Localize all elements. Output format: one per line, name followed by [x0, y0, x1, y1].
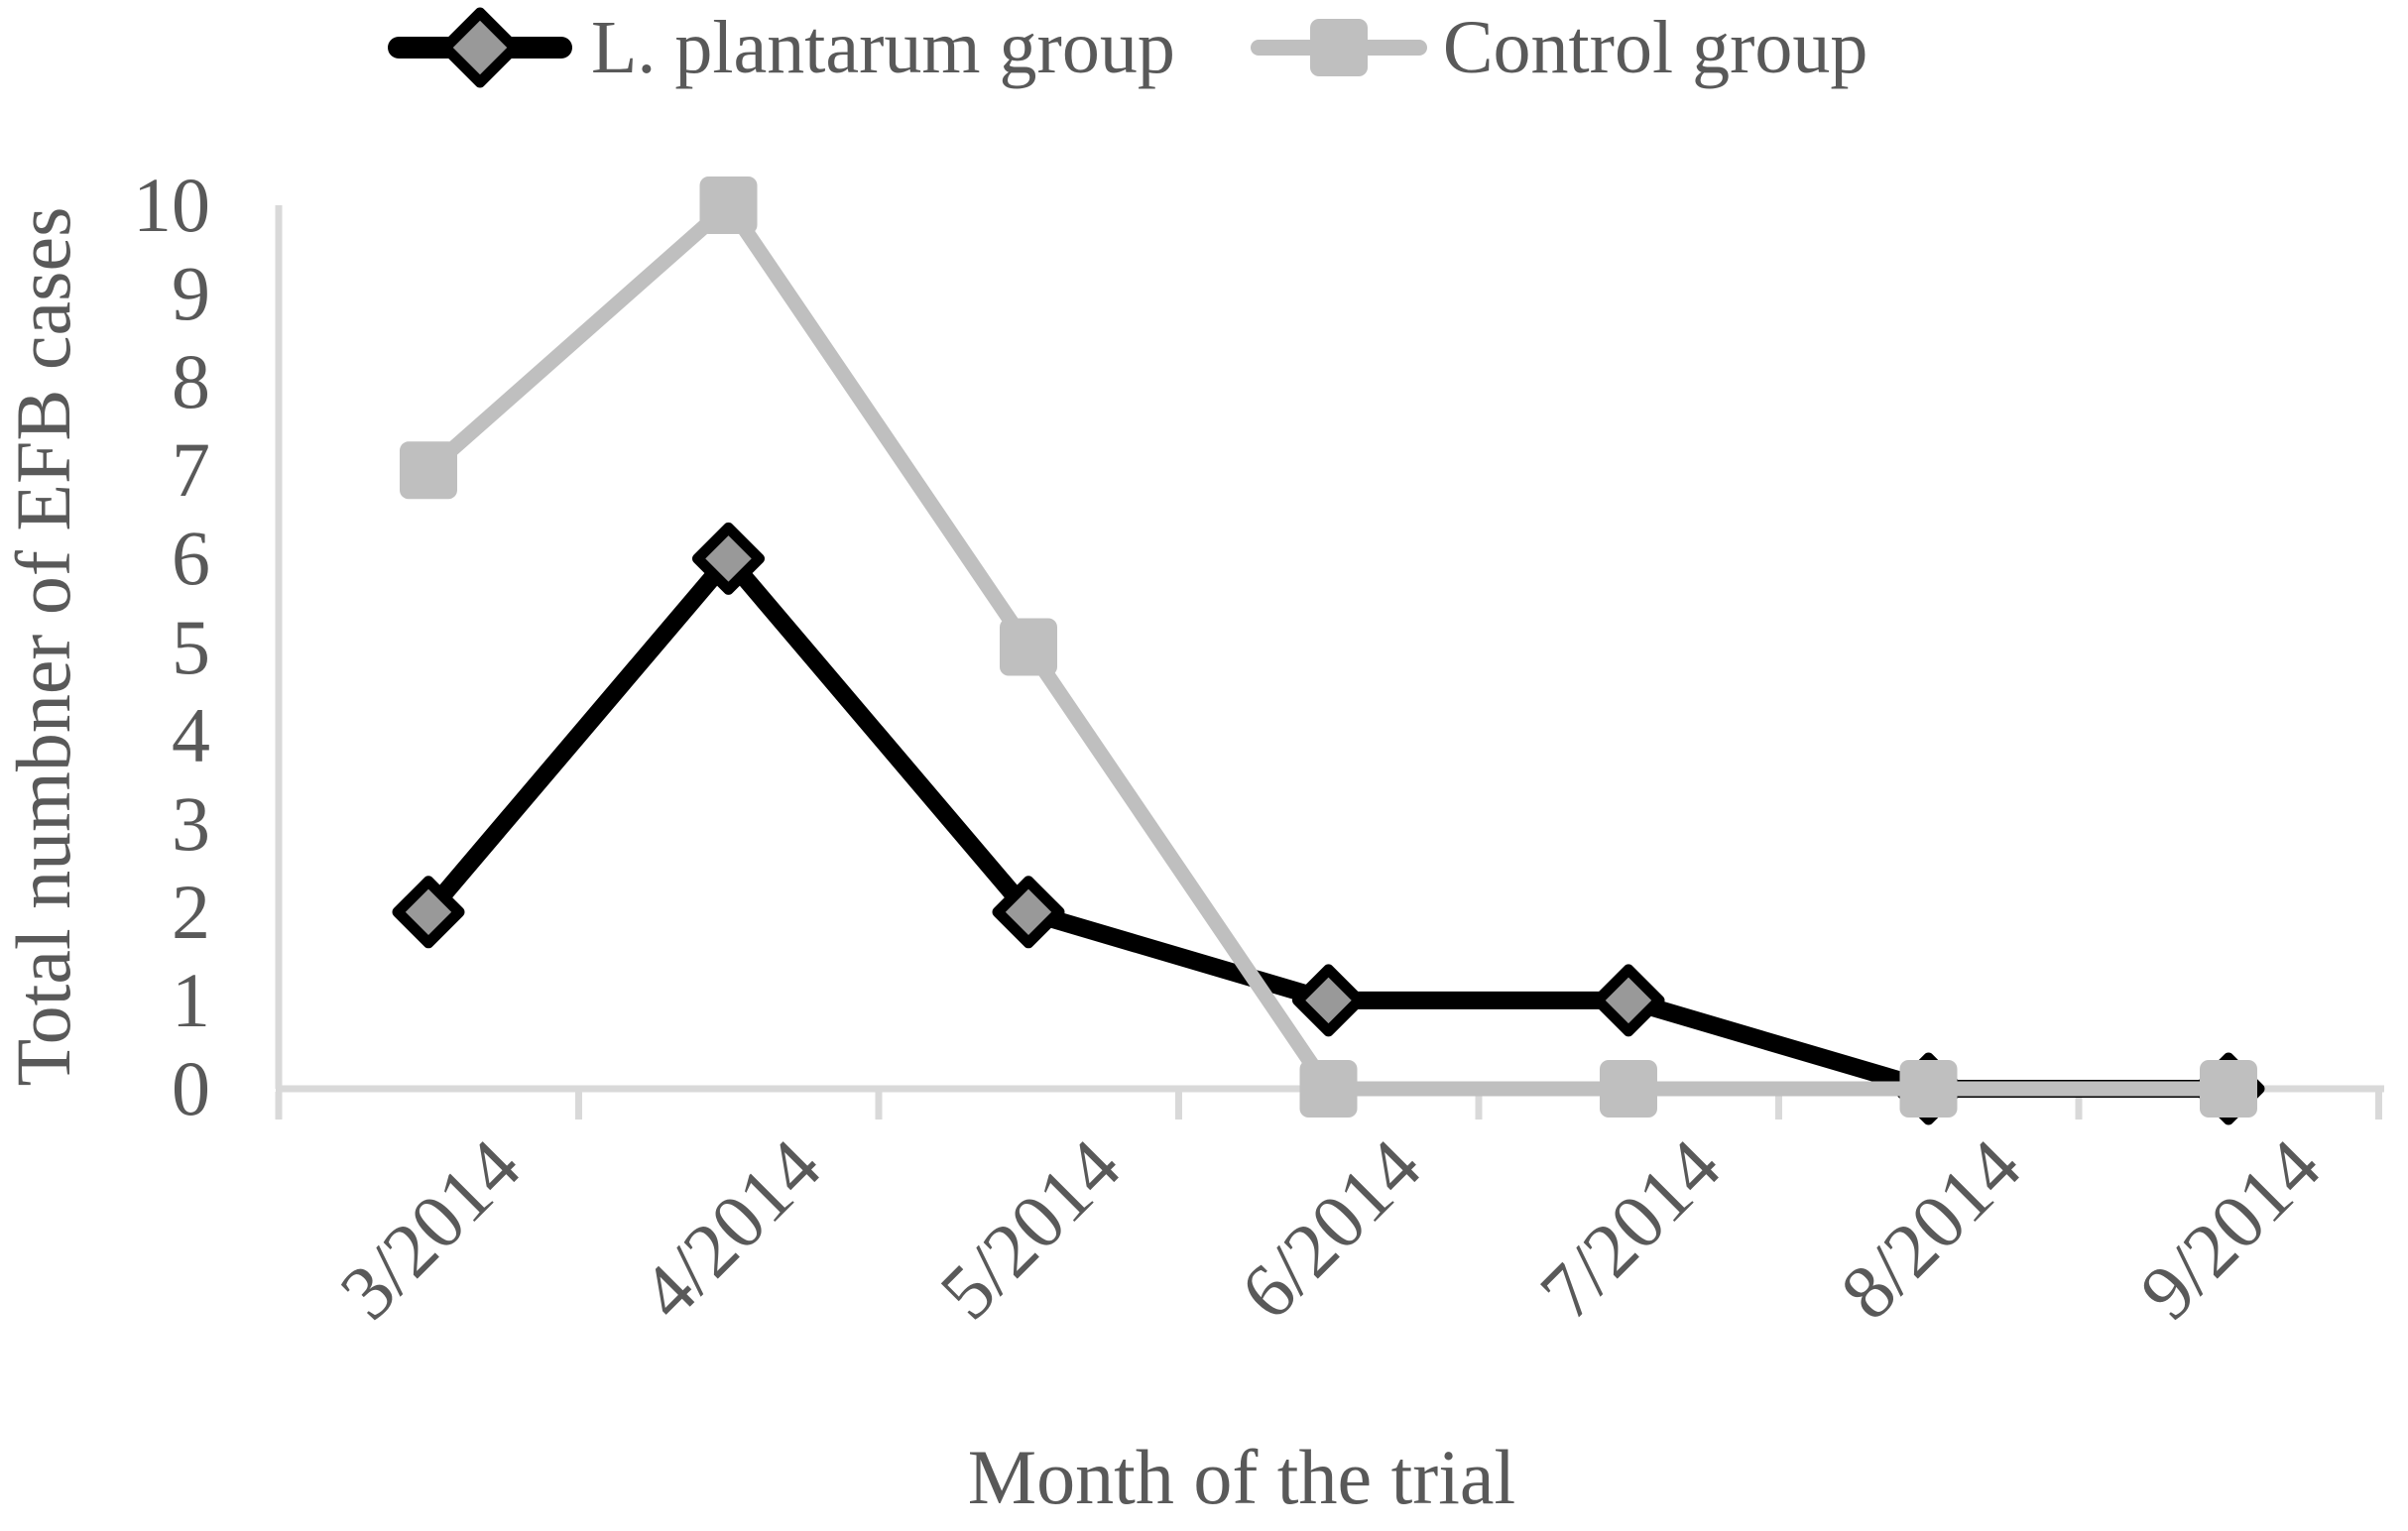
- square-marker: [1899, 1060, 1958, 1118]
- square-marker: [699, 177, 758, 234]
- diamond-marker: [1592, 964, 1665, 1037]
- diamond-marker: [1292, 964, 1365, 1037]
- square-marker: [1000, 618, 1057, 676]
- x-axis-title: Month of the trial: [967, 1434, 1516, 1520]
- y-axis-title: Total numbner of EFB cases: [0, 206, 86, 1087]
- diamond-marker: [692, 522, 765, 595]
- series-line-control: [423, 197, 2228, 1097]
- legend-item-l-plantarum: L. plantarum group: [385, 4, 1175, 91]
- square-marker: [1299, 1060, 1358, 1118]
- legend: L. plantarum group Control group: [385, 4, 1867, 91]
- diamond-marker: [392, 876, 465, 949]
- legend-marker-square-icon: [1250, 19, 1427, 76]
- legend-marker-diamond-icon: [388, 7, 572, 88]
- square-marker: [400, 441, 457, 500]
- square-marker: [1600, 1060, 1657, 1118]
- diamond-marker: [992, 876, 1065, 949]
- square-marker: [2200, 1060, 2257, 1118]
- legend-label-control: Control group: [1442, 6, 1868, 89]
- legend-label-l-plantarum: L. plantarum group: [591, 6, 1175, 89]
- legend-item-control: Control group: [1250, 4, 1868, 91]
